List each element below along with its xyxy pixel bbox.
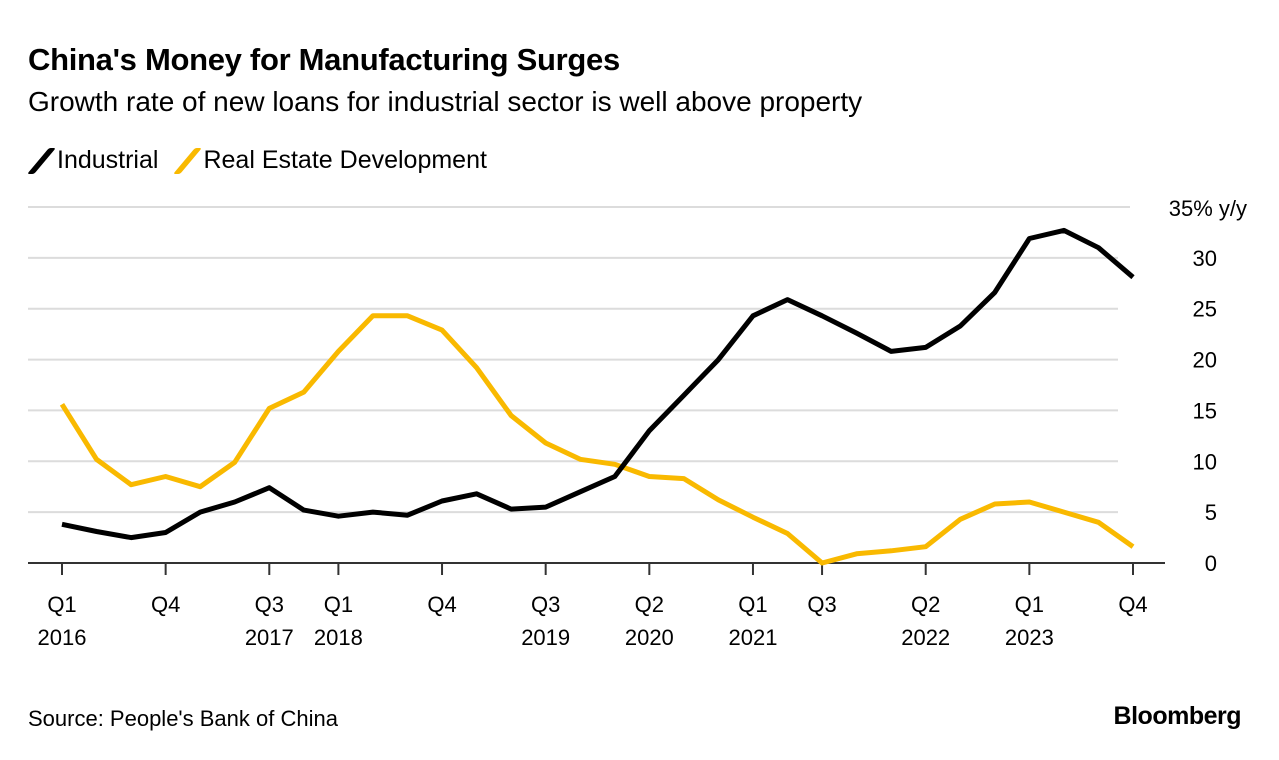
y-tick-label: 5	[1205, 500, 1217, 525]
x-tick-label-quarter: Q1	[1015, 592, 1044, 617]
x-tick-label-year: 2016	[38, 625, 87, 650]
x-tick-label-quarter: Q4	[1118, 592, 1147, 617]
x-tick-label-quarter: Q4	[151, 592, 180, 617]
x-tick-label-quarter: Q3	[255, 592, 284, 617]
x-tick-label-year: 2020	[625, 625, 674, 650]
y-axis-unit-label: 35% y/y	[1169, 196, 1247, 221]
y-tick-label: 30	[1193, 246, 1217, 271]
x-tick-label-year: 2022	[901, 625, 950, 650]
x-tick-label-quarter: Q1	[324, 592, 353, 617]
x-tick-label-year: 2023	[1005, 625, 1054, 650]
y-tick-label: 25	[1193, 297, 1217, 322]
x-tick-label-year: 2017	[245, 625, 294, 650]
y-tick-label: 20	[1193, 348, 1217, 373]
series-line-industrial	[61, 227, 1135, 541]
x-tick-label-quarter: Q2	[911, 592, 940, 617]
series-line-real-estate	[59, 313, 1135, 566]
x-tick-label-quarter: Q2	[635, 592, 664, 617]
legend-item-real-estate: Real Estate Development	[173, 146, 487, 175]
x-tick-label-year: 2018	[314, 625, 363, 650]
source-note: Source: People's Bank of China	[28, 706, 338, 731]
chart-title: China's Money for Manufacturing Surges	[28, 42, 620, 77]
legend-item-industrial: Industrial	[27, 146, 159, 175]
chart-subtitle: Growth rate of new loans for industrial …	[28, 86, 863, 117]
bloomberg-logo: Bloomberg	[1113, 702, 1242, 730]
legend: Industrial Real Estate Development	[27, 146, 493, 175]
y-tick-label: 10	[1193, 449, 1217, 474]
legend-label-real-estate: Real Estate Development	[203, 146, 487, 174]
legend-label-industrial: Industrial	[57, 146, 159, 174]
y-tick-label: 15	[1193, 398, 1217, 423]
x-tick-label-quarter: Q1	[738, 592, 767, 617]
x-tick-label-year: 2021	[728, 625, 777, 650]
x-tick-label-quarter: Q3	[807, 592, 836, 617]
x-tick-label-quarter: Q1	[47, 592, 76, 617]
y-tick-label: 0	[1205, 551, 1217, 576]
x-tick-label-quarter: Q3	[531, 592, 560, 617]
x-tick-label-year: 2019	[521, 625, 570, 650]
x-tick-label-quarter: Q4	[427, 592, 456, 617]
